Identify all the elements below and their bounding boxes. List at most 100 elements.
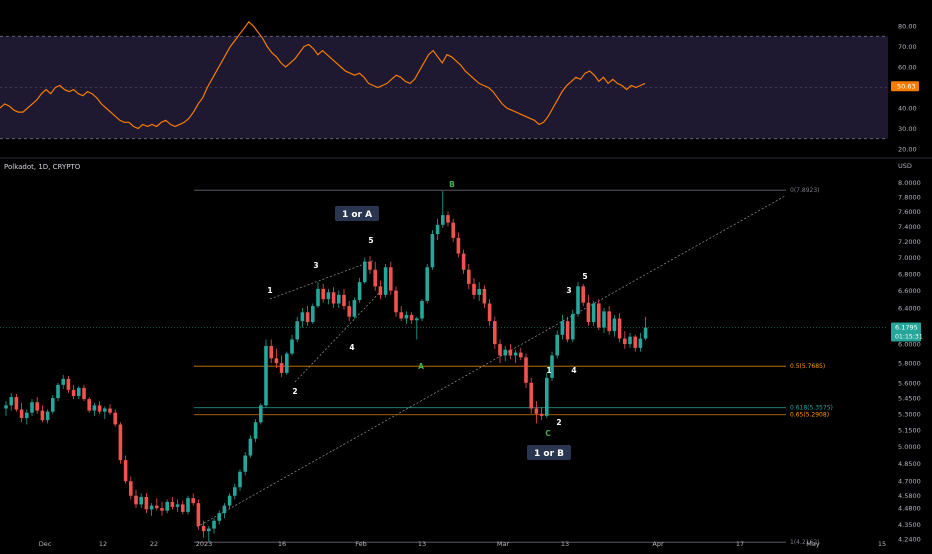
candle	[623, 331, 627, 349]
candle	[446, 211, 450, 227]
candle-body	[560, 321, 565, 335]
candle-body	[378, 286, 383, 295]
candle-body	[482, 288, 487, 304]
time-tick-label: 16	[278, 540, 286, 548]
candle	[342, 288, 346, 310]
wave-lower-trend-line	[294, 291, 381, 383]
candle	[487, 299, 492, 326]
price-tick-label: 5.1500	[898, 426, 921, 434]
candle-body	[425, 267, 429, 301]
candle	[139, 493, 143, 509]
candle	[513, 349, 518, 364]
candle-body	[581, 286, 585, 303]
candle-body	[227, 495, 232, 506]
candle-body	[264, 345, 268, 406]
current-price-badge: 6.1795 01:15:31	[891, 322, 923, 342]
candle	[259, 403, 263, 425]
candle	[331, 287, 336, 308]
rsi-value-badge: 50.63	[891, 81, 919, 92]
candle	[482, 285, 487, 308]
candle-body	[149, 505, 154, 510]
candle-body	[248, 438, 253, 456]
candle-body	[40, 410, 45, 421]
candle-body	[628, 336, 632, 345]
candle-body	[66, 378, 71, 390]
candle	[529, 377, 533, 414]
candle	[430, 230, 435, 270]
candle-body	[4, 405, 8, 409]
fib-level-label: 0(7.8923)	[790, 187, 820, 194]
time-tick-label: Apr	[652, 540, 664, 548]
candle	[472, 277, 476, 300]
current-price-badge-bg	[891, 322, 921, 342]
candle-body	[529, 382, 533, 409]
candle-body	[196, 503, 201, 526]
candle-body	[87, 399, 91, 411]
wave-box-label: 1 or A	[335, 206, 379, 221]
candle-body	[321, 288, 325, 300]
candle	[196, 499, 201, 530]
candle-body	[14, 397, 19, 410]
candle-body	[9, 397, 13, 406]
candle	[290, 334, 294, 356]
candle	[352, 297, 357, 319]
price-tick-label: 5.8000	[898, 360, 921, 368]
candle	[71, 384, 76, 400]
candle-body	[331, 292, 336, 304]
candle-body	[513, 352, 518, 356]
candle-body	[446, 215, 450, 223]
time-tick-label: Dec	[39, 540, 52, 548]
price-tick-label: 6.6000	[898, 287, 921, 295]
candle	[269, 339, 273, 364]
candle-body	[633, 336, 637, 348]
candle-body	[472, 283, 476, 295]
candle-body	[493, 321, 497, 345]
wave-label: 2	[556, 418, 561, 427]
fib-level-label: 1(4.2162)	[790, 539, 820, 546]
wave-label: 3	[313, 261, 318, 270]
candle	[357, 277, 362, 303]
candle-body	[19, 409, 24, 419]
price-tick-label: 5.0000	[898, 443, 921, 451]
candle	[643, 316, 648, 341]
candle-body	[217, 513, 221, 521]
candle-body	[243, 455, 247, 472]
candle	[451, 218, 455, 242]
candle	[56, 382, 60, 402]
candle-body	[612, 318, 617, 332]
candle	[87, 397, 91, 413]
price-tick-label: 7.8000	[898, 193, 921, 201]
time-tick-label: Mar	[497, 540, 510, 548]
candle-body	[415, 318, 419, 321]
candle-body	[534, 408, 539, 414]
candle	[456, 232, 461, 258]
rsi-value-badge-bg	[891, 81, 919, 92]
candle	[415, 316, 419, 340]
candle	[560, 314, 565, 340]
candle	[586, 294, 591, 326]
candle-body	[602, 311, 606, 328]
candle	[576, 282, 580, 317]
candle-body	[51, 398, 55, 412]
candle	[321, 283, 325, 303]
candle	[498, 339, 502, 364]
candle-body	[35, 402, 39, 411]
candle-body	[373, 269, 377, 287]
price-tick-label: 4.2400	[898, 536, 921, 544]
wave-box-bg	[527, 445, 571, 460]
trend-lines	[196, 195, 786, 528]
candle	[222, 503, 227, 519]
time-tick-label: 22	[150, 540, 158, 548]
candle	[103, 406, 107, 420]
fib-level-label: 0.65(5.2908)	[790, 412, 829, 419]
candle-body	[487, 303, 492, 322]
candle-body	[155, 505, 159, 509]
candle-body	[498, 344, 502, 356]
candle	[274, 348, 279, 369]
price-tick-label: 8.0000	[898, 179, 921, 187]
candle	[311, 303, 315, 324]
candle	[409, 312, 414, 324]
candle	[82, 384, 86, 402]
candle-body	[129, 481, 133, 496]
